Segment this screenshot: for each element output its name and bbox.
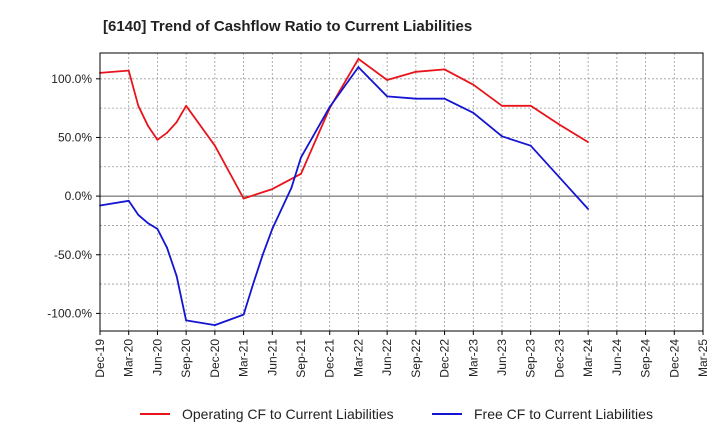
x-tick-label: Dec-24 [667, 339, 681, 378]
x-tick-label: Dec-19 [93, 339, 107, 378]
grid-lines [100, 53, 703, 331]
data-point [529, 104, 532, 107]
data-point [472, 83, 475, 86]
data-point [137, 104, 140, 107]
x-tick-label: Mar-20 [122, 339, 136, 377]
data-point [271, 188, 274, 191]
x-tick-label: Jun-23 [495, 339, 509, 376]
x-tick-label: Sep-24 [639, 339, 653, 378]
y-tick-label: -50.0% [54, 248, 92, 262]
x-tick-label: Mar-23 [466, 339, 480, 377]
data-point [415, 70, 417, 73]
data-point [443, 68, 446, 71]
x-tick-label: Sep-20 [179, 339, 193, 378]
data-point [252, 283, 255, 285]
x-tick-label: Mar-24 [581, 339, 595, 377]
x-tick-label: Mar-21 [237, 339, 251, 377]
x-tick-label: Jun-22 [380, 339, 394, 376]
x-tick-label: Jun-20 [150, 339, 164, 376]
plot-frame [99, 52, 704, 332]
data-point [156, 138, 159, 141]
legend-label: Free CF to Current Liabilities [474, 406, 653, 422]
y-tick-label: 50.0% [58, 130, 92, 144]
data-point [261, 253, 264, 256]
data-point [587, 208, 589, 210]
data-point [357, 58, 360, 60]
data-point [147, 124, 149, 127]
data-point [214, 144, 216, 147]
data-point [271, 228, 274, 230]
data-point [300, 156, 302, 159]
x-tick-label: Jun-24 [610, 339, 624, 376]
x-tick-label: Dec-23 [552, 339, 566, 378]
x-tick-label: Mar-22 [351, 339, 365, 377]
data-point [501, 135, 503, 138]
data-point [386, 95, 388, 98]
data-point [242, 313, 245, 316]
data-point [386, 79, 388, 81]
x-tick-label: Sep-21 [294, 339, 308, 378]
data-point [415, 97, 417, 100]
data-point [166, 131, 168, 134]
data-point [147, 222, 149, 225]
x-axis-ticks: Dec-19 Mar-20 Jun-20 Sep-20 Dec-20 Mar-21 Jun-… [93, 331, 710, 378]
data-point [127, 69, 130, 72]
data-point [443, 97, 446, 100]
data-point [137, 214, 140, 216]
data-point [587, 141, 589, 144]
data-point [175, 275, 178, 277]
x-tick-label: Dec-20 [208, 339, 222, 378]
legend: Operating CF to Current Liabilities Free … [140, 406, 653, 422]
x-tick-label: Sep-23 [524, 339, 538, 378]
legend-label: Operating CF to Current Liabilities [182, 406, 394, 422]
y-axis-ticks: 100.0% 50.0% 0.0% -50.0% -100.0% [47, 72, 100, 320]
data-point [328, 106, 331, 108]
data-point [501, 104, 503, 107]
data-point [558, 123, 561, 126]
data-point [558, 176, 561, 179]
y-tick-label: 0.0% [65, 189, 93, 203]
data-point [175, 121, 178, 124]
data-point [290, 187, 293, 189]
data-point [127, 199, 130, 202]
data-point [166, 246, 168, 249]
y-tick-label: -100.0% [47, 306, 92, 320]
x-tick-label: Sep-22 [409, 339, 423, 378]
series-layer [99, 58, 589, 326]
data-point [185, 104, 188, 107]
data-point [156, 228, 159, 230]
y-tick-label: 100.0% [51, 72, 92, 86]
data-point [300, 172, 302, 175]
chart-title: [6140] Trend of Cashflow Ratio to Curren… [103, 18, 472, 35]
x-tick-label: Mar-25 [696, 339, 710, 377]
x-tick-label: Jun-21 [265, 339, 279, 376]
data-point [242, 197, 245, 200]
x-tick-label: Dec-22 [438, 339, 452, 378]
x-tick-label: Dec-21 [323, 339, 337, 378]
data-point [214, 324, 216, 326]
data-point [529, 144, 532, 147]
data-point [472, 111, 475, 114]
data-point [185, 319, 188, 322]
series-line-operating-cf [99, 58, 589, 200]
data-point [357, 66, 360, 68]
